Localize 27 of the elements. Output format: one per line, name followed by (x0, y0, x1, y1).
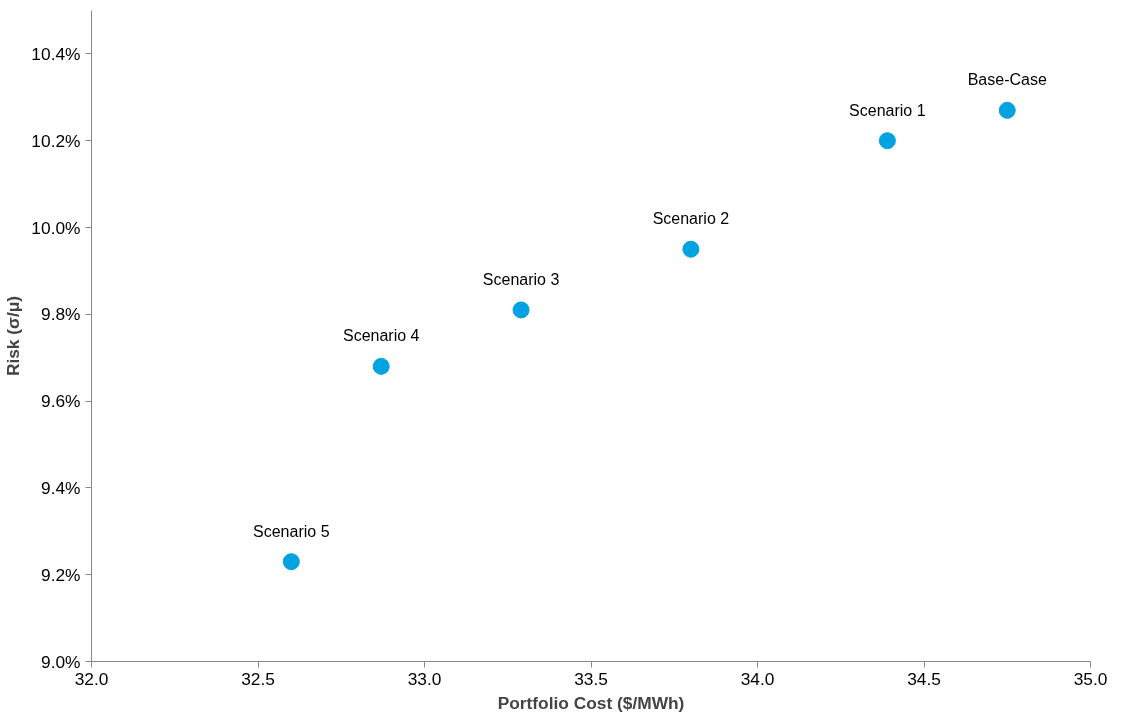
y-tick-label: 9.6% (41, 391, 81, 412)
y-tick-label: 9.4% (41, 477, 81, 498)
point (878, 132, 896, 150)
annotation: Scenario 2 (652, 210, 730, 228)
x-tick-label: 34.5 (907, 668, 941, 689)
annotation: Scenario 5 (253, 522, 330, 540)
y-axis-title: Risk (σ/μ) (3, 295, 24, 377)
annotation: Scenario 4 (342, 327, 420, 345)
x-tick-label: 34.0 (740, 668, 775, 689)
x-tick-label: 33.5 (574, 668, 608, 689)
point (512, 301, 530, 319)
annotation: Scenario 1 (849, 101, 926, 119)
point (282, 553, 300, 571)
annotation: Base-Case (967, 71, 1047, 89)
y-tick-label: 9.8% (41, 304, 81, 325)
y-tick-label: 9.2% (41, 564, 81, 585)
annotation: Scenario 3 (482, 270, 560, 288)
y-tick-label: 10.0% (31, 217, 81, 238)
x-tick-label: 32.5 (241, 668, 275, 689)
y-tick-label: 10.2% (31, 130, 81, 151)
x-tick-label: 33.0 (407, 668, 442, 689)
x-axis-title: Portfolio Cost ($/MWh) (497, 692, 685, 713)
point (682, 240, 700, 258)
point (998, 101, 1016, 119)
point (372, 357, 390, 375)
y-tick-label: 10.4% (31, 43, 81, 64)
x-tick-label: 35.0 (1073, 668, 1108, 689)
